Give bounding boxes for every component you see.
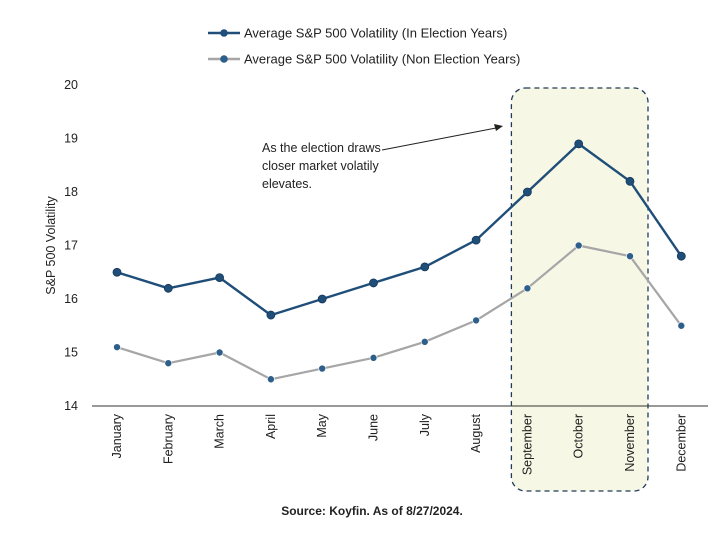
- data-point-non-election: [113, 343, 121, 351]
- annotation-arrow-head: [494, 124, 503, 131]
- data-point-non-election: [574, 241, 583, 250]
- data-point-election: [471, 235, 481, 245]
- data-point-non-election: [215, 348, 224, 357]
- data-point-election: [317, 294, 327, 304]
- x-tick-label: August: [469, 413, 483, 452]
- source-note: Source: Koyfin. As of 8/27/2024.: [281, 504, 463, 518]
- y-tick-label: 19: [64, 132, 78, 146]
- x-tick-label: June: [367, 414, 381, 441]
- data-point-non-election: [677, 321, 686, 330]
- legend-label: Average S&P 500 Volatility (Non Election…: [244, 52, 520, 67]
- x-tick-label: July: [418, 413, 432, 436]
- legend-label: Average S&P 500 Volatility (In Election …: [244, 26, 507, 41]
- x-tick-label: March: [213, 414, 227, 449]
- highlight-box: [510, 87, 649, 492]
- y-tick-label: 17: [64, 239, 78, 253]
- x-tick-label: May: [315, 413, 329, 437]
- series-line-non-election: [116, 244, 683, 381]
- series-line-election: [116, 142, 683, 317]
- annotation-arrow-line: [381, 127, 497, 151]
- data-point-non-election: [267, 375, 275, 384]
- x-tick-label: February: [161, 413, 175, 464]
- data-point-election: [266, 310, 276, 320]
- data-point-non-election: [626, 252, 634, 261]
- data-point-non-election: [472, 316, 480, 325]
- data-point-non-election: [164, 359, 173, 368]
- x-tick-label: September: [520, 414, 534, 475]
- y-axis-label: S&P 500 Volatility: [44, 196, 58, 295]
- data-point-election: [676, 251, 686, 261]
- y-tick-label: 15: [64, 346, 78, 360]
- data-point-election: [112, 267, 122, 277]
- data-point-non-election: [420, 337, 429, 346]
- data-point-non-election: [523, 284, 532, 293]
- data-point-election: [163, 283, 173, 293]
- data-point-election: [420, 262, 430, 272]
- data-point-election: [215, 273, 225, 283]
- y-tick-label: 14: [64, 399, 78, 413]
- x-tick-label: April: [264, 414, 278, 439]
- x-tick-label: November: [623, 414, 637, 472]
- annotation-text: As the election draws: [262, 141, 381, 155]
- y-tick-label: 18: [64, 185, 78, 199]
- x-tick-label: October: [572, 414, 586, 458]
- data-point-non-election: [369, 354, 378, 362]
- data-point-election: [523, 187, 532, 197]
- y-tick-label: 20: [64, 78, 78, 92]
- legend-marker-0: [220, 29, 228, 37]
- data-point-election: [369, 278, 378, 288]
- x-tick-label: December: [674, 414, 688, 472]
- data-point-non-election: [318, 364, 327, 373]
- data-point-election: [574, 139, 584, 149]
- y-tick-label: 16: [64, 292, 78, 306]
- annotation-text: elevates.: [262, 177, 312, 191]
- legend-marker-1: [220, 55, 228, 63]
- data-point-election: [625, 176, 635, 186]
- annotation-text: closer market volatily: [262, 159, 379, 173]
- x-tick-label: January: [110, 413, 124, 458]
